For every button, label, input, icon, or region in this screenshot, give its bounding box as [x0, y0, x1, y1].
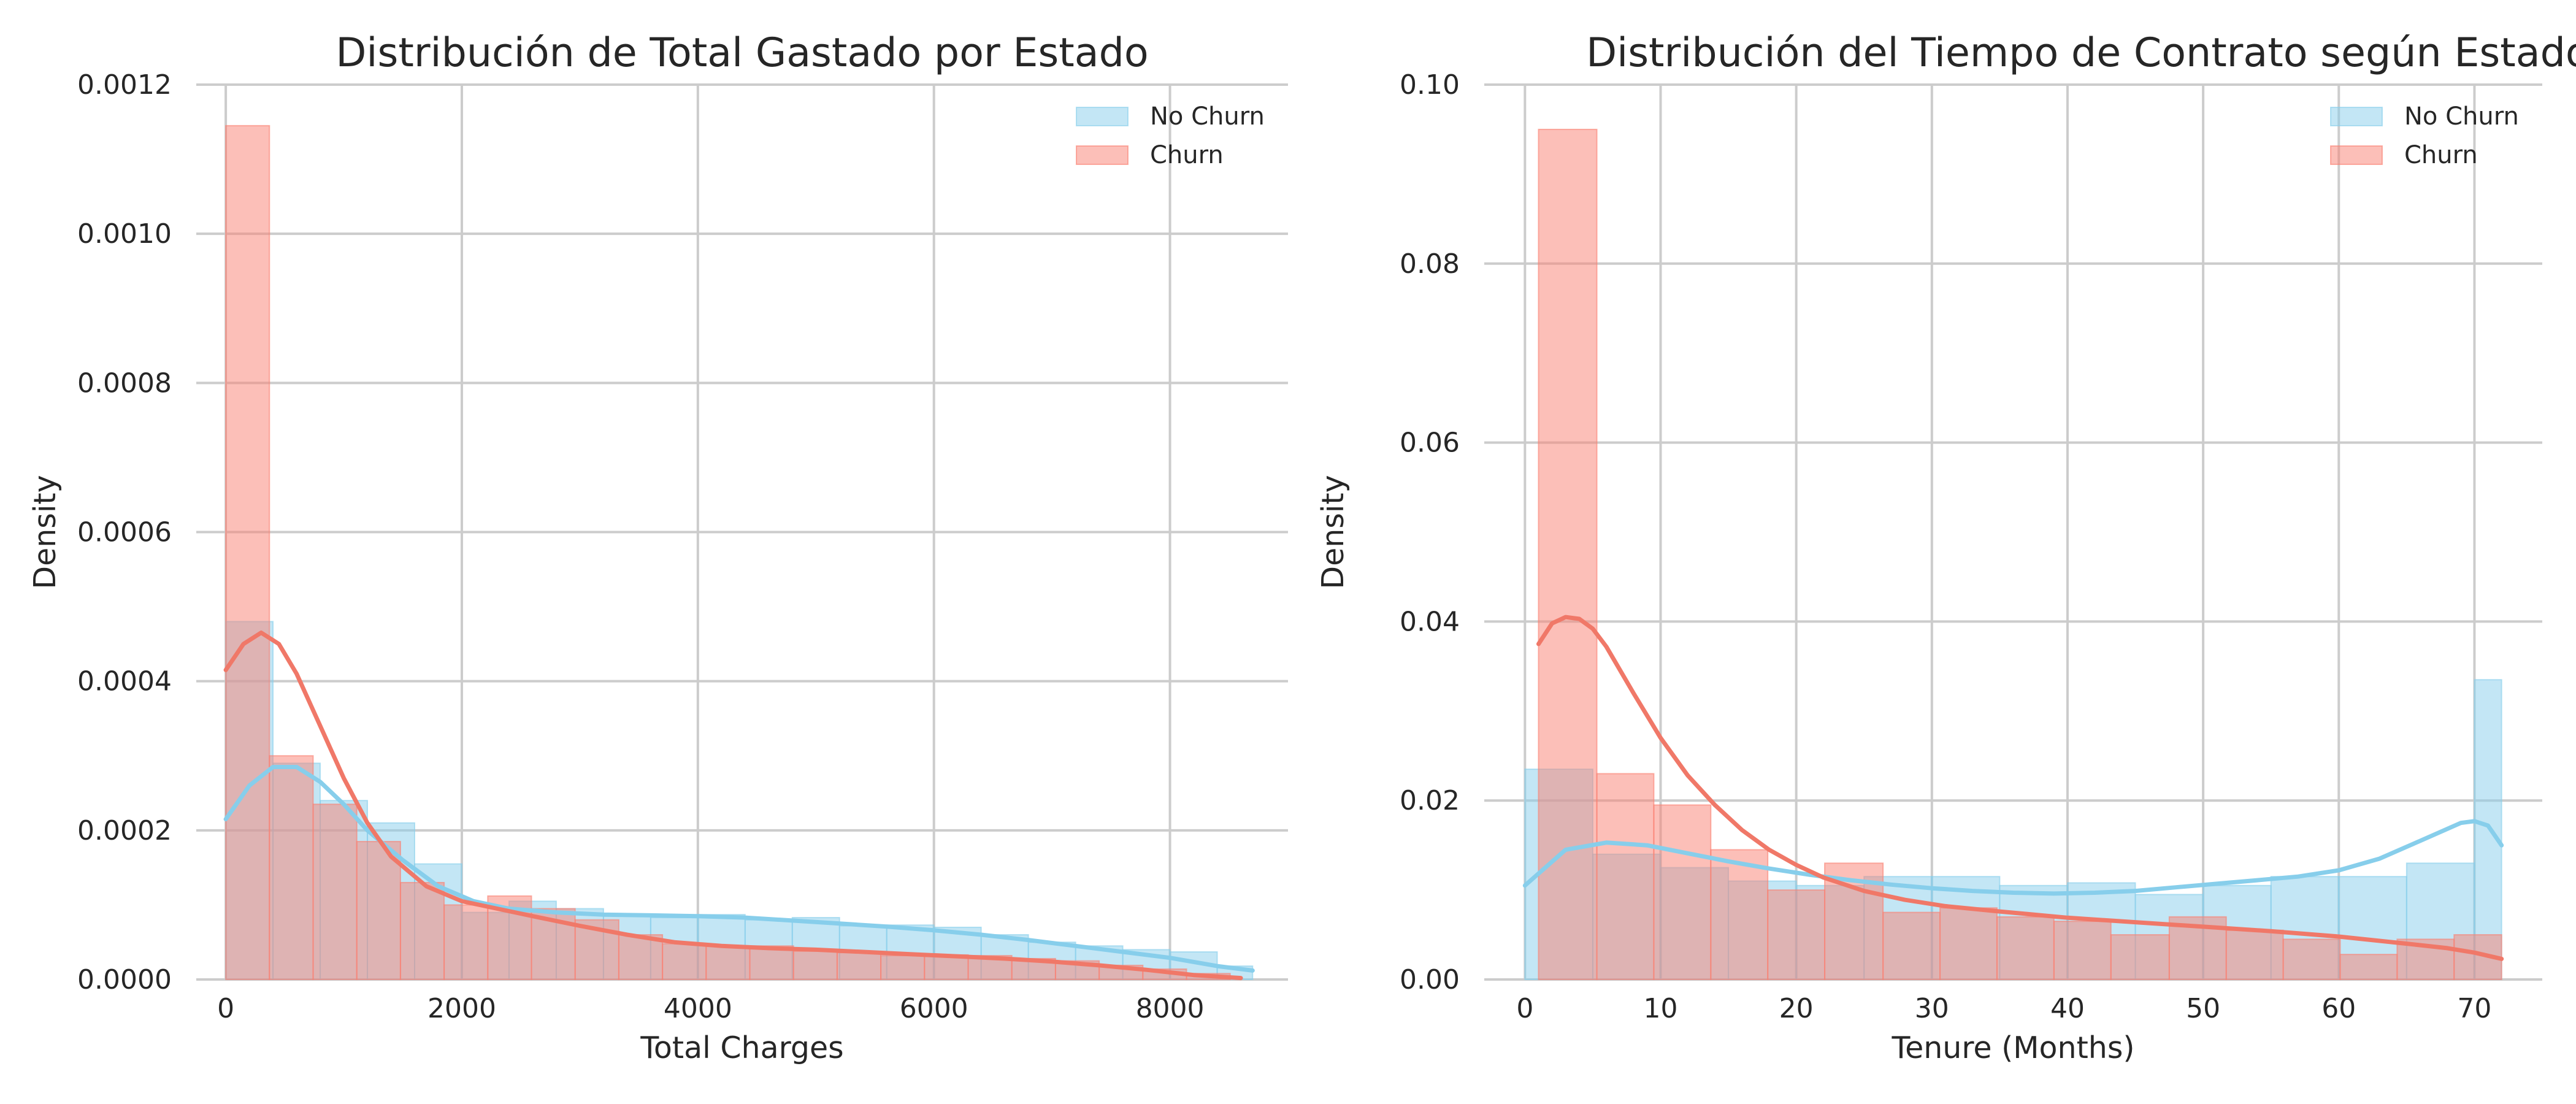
chart-title: Distribución del Tiempo de Contrato segú…	[1586, 30, 2576, 76]
bar-churn	[225, 125, 270, 980]
histogram-churn	[1538, 128, 2502, 981]
bar-no-churn	[2474, 679, 2502, 980]
x-tick-label: 20	[1779, 993, 1814, 1024]
panel-tenure: 0 10 20 30 40 50 60 70 0.00 0.02 0.04 0.06 0.08 0.10 T…	[1316, 30, 2576, 1065]
x-tick-label: 6000	[900, 993, 968, 1024]
legend-label-churn: Churn	[1150, 141, 1224, 169]
bar-churn	[1538, 128, 1598, 981]
bar-churn	[356, 841, 401, 980]
y-tick-label: 0.0002	[77, 815, 172, 846]
y-tick-labels: 0.00 0.02 0.04 0.06 0.08 0.10	[1400, 69, 1460, 995]
x-tick-label: 0	[217, 993, 234, 1024]
bar-churn	[880, 955, 926, 981]
y-tick-label: 0.06	[1400, 427, 1460, 459]
x-tick-label: 60	[2321, 993, 2356, 1024]
y-tick-label: 0.00	[1400, 964, 1460, 995]
bar-churn	[1882, 911, 1941, 980]
panel-total-charges: 0 2000 4000 6000 80000.00000.00020.00040.000…	[28, 30, 1288, 1065]
bar-churn	[2225, 929, 2284, 981]
bar-churn	[705, 945, 751, 980]
kde-line-churn	[223, 631, 1243, 981]
legend-label-churn: Churn	[2404, 141, 2478, 169]
bar-churn	[792, 950, 838, 981]
y-tick-label: 0.0010	[77, 218, 172, 250]
kde-line-no-churn	[223, 765, 1255, 973]
bar-churn	[749, 945, 794, 980]
x-axis-label: Tenure (Months)	[1892, 1030, 2135, 1065]
x-tick-label: 2000	[427, 993, 496, 1024]
bar-churn	[2339, 954, 2398, 980]
y-tick-labels: 0.0000 0.0002 0.0004 0.0006 0.0008 0.0010 0.00…	[77, 69, 172, 995]
x-tick-label: 70	[2457, 993, 2491, 1024]
grid	[196, 83, 1288, 981]
y-tick-label: 0.10	[1400, 69, 1460, 101]
legend-swatch-churn	[2330, 145, 2383, 165]
bar-churn	[1653, 804, 1712, 980]
x-tick-label: 50	[2186, 993, 2220, 1024]
legend-swatch-no-churn	[2330, 107, 2383, 126]
y-tick-label: 0.04	[1400, 606, 1460, 637]
bar-churn	[618, 934, 664, 981]
legend-label-no-churn: No Churn	[2404, 102, 2519, 131]
x-tick-label: 8000	[1136, 993, 1205, 1024]
x-axis-label: Total Charges	[640, 1030, 843, 1065]
y-tick-label: 0.0006	[77, 517, 172, 548]
bar-churn	[269, 755, 314, 980]
bar-churn	[1767, 889, 1826, 980]
y-tick-label: 0.0012	[77, 69, 172, 101]
x-tick-labels: 0 10 20 30 40 50 60 70	[1516, 993, 2491, 1024]
bar-churn	[2053, 921, 2112, 981]
y-tick-label: 0.02	[1400, 785, 1460, 816]
legend: No Churn Churn	[1076, 102, 1265, 169]
legend: No Churn Churn	[2330, 102, 2519, 169]
kde-line-no-churn	[1522, 819, 2504, 896]
bar-churn	[312, 803, 358, 980]
bar-churn	[1710, 849, 1769, 980]
x-tick-label: 40	[2050, 993, 2085, 1024]
bar-churn	[1596, 773, 1655, 981]
legend-swatch-churn	[1076, 145, 1129, 165]
x-tick-label: 4000	[664, 993, 732, 1024]
bar-churn	[1939, 907, 1998, 981]
y-axis-label: Density	[28, 475, 63, 589]
kde-line-churn	[1536, 615, 2504, 961]
x-tick-label: 0	[1516, 993, 1533, 1024]
y-axis-label: Density	[1316, 475, 1351, 589]
x-tick-label: 10	[1644, 993, 1678, 1024]
x-tick-label: 30	[1915, 993, 1949, 1024]
bar-churn	[1996, 916, 2055, 980]
bar-churn	[2282, 938, 2341, 980]
legend-label-no-churn: No Churn	[1150, 102, 1265, 131]
y-tick-label: 0.0000	[77, 964, 172, 995]
y-tick-label: 0.08	[1400, 248, 1460, 280]
y-tick-label: 0.0004	[77, 666, 172, 697]
bar-churn	[443, 904, 489, 980]
bar-churn	[2110, 934, 2170, 981]
x-tick-labels: 0 2000 4000 6000 8000	[217, 993, 1204, 1024]
bar-churn	[836, 952, 882, 980]
bar-churn	[662, 943, 707, 981]
bar-churn	[399, 881, 445, 980]
legend-swatch-no-churn	[1076, 107, 1129, 126]
chart-title: Distribución de Total Gastado por Estado	[335, 30, 1148, 76]
y-tick-label: 0.0008	[77, 367, 172, 399]
